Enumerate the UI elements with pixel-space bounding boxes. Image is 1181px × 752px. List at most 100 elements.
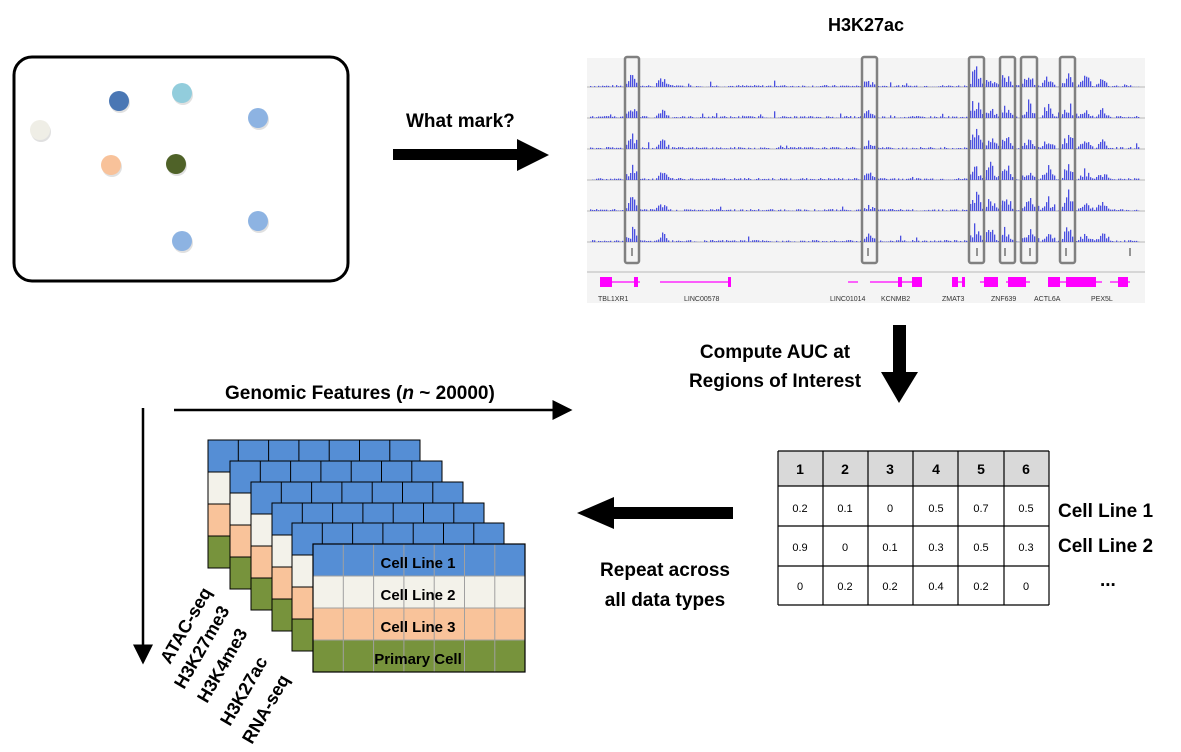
auc-cell: 0.1 [837,503,852,515]
peak-bar [720,240,722,242]
peak-bar [1022,145,1024,149]
peak-bar [930,147,932,149]
peak-bar [648,142,650,149]
peak-bar [712,116,714,118]
peak-bar [620,85,622,87]
peak-bar [758,85,760,87]
peak-bar [1100,79,1102,87]
peak-bar [974,69,976,87]
peak-bar [852,179,854,180]
peak-bar [792,147,794,149]
peak-bar [1040,86,1042,87]
peak-bar [1090,238,1092,242]
peak-bar [1028,139,1030,149]
peak-bar [874,207,876,211]
peak-bar [1002,75,1004,87]
peak-bar [962,209,964,211]
peak-bar [1104,174,1106,180]
peak-bar [1008,137,1010,149]
peak-bar [1070,201,1072,211]
peak-bar [1040,209,1042,211]
peak-bar [690,85,692,87]
peak-bar [620,178,622,180]
peak-bar [864,146,866,149]
peak-bar [1058,240,1060,242]
peak-bar [880,148,882,149]
peak-bar [778,179,780,180]
peak-bar [840,113,842,118]
peak-bar [1054,175,1056,180]
peak-bar [1024,142,1026,149]
peak-bar [970,174,972,180]
peak-bar [710,148,712,149]
peak-bar [784,178,786,180]
peak-bar [730,179,732,180]
peak-bar [1072,115,1074,118]
peak-bar [816,148,818,149]
peak-bar [598,147,600,149]
peak-bar [1096,84,1098,87]
peak-bar [800,209,802,211]
peak-bar [790,86,792,87]
peak-bar [940,116,942,118]
peak-bar [1026,202,1028,211]
peak-bar [718,148,720,149]
peak-bar [1016,179,1018,180]
peak-bar [884,178,886,180]
peak-bar [850,240,852,242]
peak-bar [812,179,814,180]
peak-bar [842,117,844,118]
peak-bar [706,210,708,211]
peak-bar [722,240,724,242]
peak-bar [1118,209,1120,211]
gene-exon [1048,277,1060,287]
peak-bar [1044,107,1046,118]
peak-bar [974,137,976,149]
peak-bar [1050,207,1052,211]
genomic-features-label: Genomic Features (n ~ 20000) [225,383,495,404]
peak-bar [774,111,776,118]
peak-bar [954,179,956,180]
peak-bar [656,240,658,242]
peak-bar [1022,208,1024,211]
peak-bar [1122,147,1124,149]
peak-bar [1026,111,1028,118]
peak-bar [970,235,972,242]
peak-bar [956,209,958,211]
peak-bar [912,176,914,180]
peak-bar [1086,142,1088,149]
row-label-cell-line-1: Cell Line 1 [1058,501,1153,522]
peak-bar [1134,210,1136,211]
peak-bar [786,116,788,118]
peak-bar [1032,78,1034,87]
peak-bar [634,199,636,211]
peak-bar [658,175,660,180]
cell-scatter-panel [12,55,350,283]
peak-bar [726,209,728,211]
peak-bar [1070,77,1072,87]
peak-bar [708,178,710,180]
peak-bar [1022,115,1024,118]
peak-bar [888,209,890,211]
peak-bar [986,206,988,211]
peak-bar [822,147,824,149]
peak-bar [656,178,658,180]
peak-bar [640,86,642,87]
peak-bar [1030,79,1032,87]
peak-bar [1088,172,1090,180]
peak-bar [710,81,712,87]
peak-bar [814,240,816,242]
peak-bar [840,209,842,211]
peak-bar [658,239,660,242]
compute-down-arrow [881,325,918,403]
peak-bar [1004,226,1006,242]
peak-bar [890,82,892,87]
peak-bar [872,176,874,180]
gene-exon [1066,277,1096,287]
peak-bar [804,209,806,211]
peak-bar [854,147,856,149]
peak-bar [948,148,950,149]
peak-bar [604,209,606,211]
peak-bar [864,113,866,118]
peak-bar [872,145,874,149]
